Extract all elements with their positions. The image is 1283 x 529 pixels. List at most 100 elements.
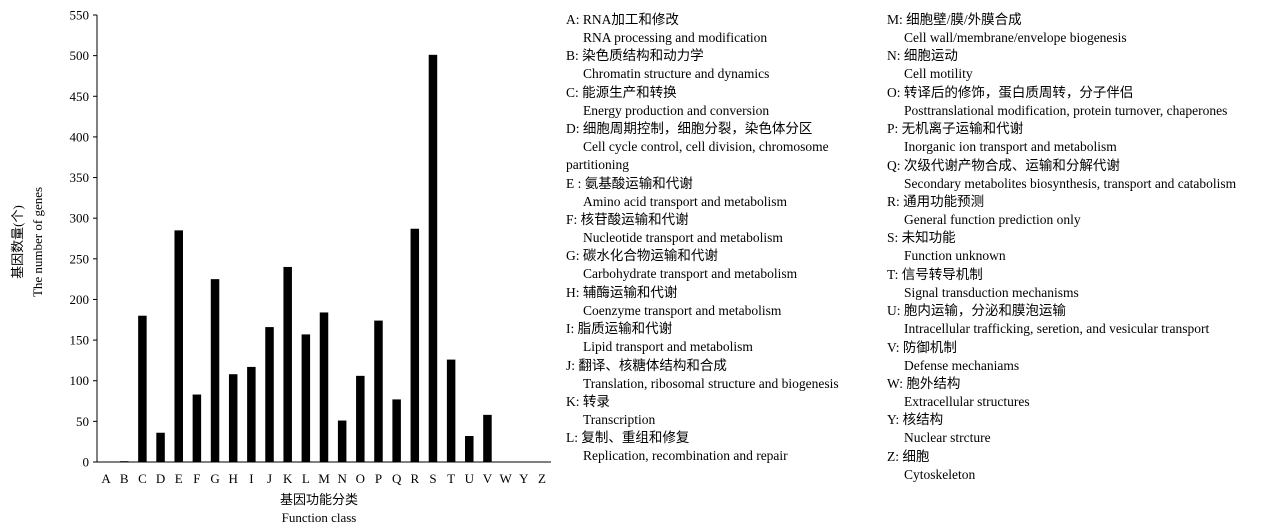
x-tick-label: V	[483, 471, 493, 486]
y-tick-label: 100	[70, 373, 90, 388]
legend-label-cn: F: 核苷酸运输和代谢	[566, 211, 689, 227]
legend-label-cn: Y: 核结构	[887, 412, 944, 428]
y-tick-label: 550	[70, 8, 90, 23]
x-tick-label: J	[267, 471, 272, 486]
legend-label-cn: D: 细胞周期控制，细胞分裂，染色体分区	[566, 121, 813, 137]
legend-label-cn: L: 复制、重组和修复	[566, 430, 690, 446]
y-axis-label-cn: 基因数量(个)	[10, 205, 25, 279]
bar-V	[483, 414, 492, 462]
legend-label-cn: P: 无机离子运输和代谢	[887, 121, 1024, 137]
bar-M	[319, 312, 329, 462]
legend-label-en: Nucleotide transport and metabolism	[583, 229, 783, 245]
y-tick-label: 50	[76, 414, 89, 429]
legend-entry: M: 细胞壁/膜/外膜合成 Cell wall/membrane/envelope…	[887, 11, 1255, 47]
y-tick-label: 300	[70, 211, 90, 226]
legend-entry: O: 转译后的修饰，蛋白质周转，分子伴侣 Posttranslational mo…	[887, 84, 1255, 120]
legend-entry: R: 通用功能预测 General function prediction onl…	[887, 193, 1255, 229]
legend-label-en: Energy production and conversion	[583, 102, 770, 118]
legend-entry: Q: 次级代谢产物合成、运输和分解代谢 Secondary metabolites…	[887, 157, 1255, 193]
legend-label-cn: A: RNA加工和修改	[566, 12, 679, 27]
x-tick-label: N	[337, 471, 347, 486]
legend-entry: W: 胞外结构 Extracellular structures	[887, 375, 1255, 411]
legend-label-cn: C: 能源生产和转换	[566, 84, 677, 100]
legend-label-en: Carbohydrate transport and metabolism	[583, 266, 798, 282]
legend-label-cn: S: 未知功能	[887, 230, 956, 246]
x-tick-label: G	[210, 471, 219, 486]
legend-label-cn: K: 转录	[566, 393, 610, 409]
y-axis-ticks: 0 50 100 150 200 250 300 350 400 450 500 550	[70, 8, 97, 470]
bar-C	[138, 315, 147, 462]
legend-label-cn: U: 胞内运输，分泌和膜泡运输	[887, 303, 1066, 319]
legend-label-en: Intracellular trafficking, seretion, and…	[904, 321, 1210, 337]
bar-Q	[392, 399, 401, 462]
x-tick-label: C	[138, 471, 147, 486]
bar-E	[174, 230, 183, 462]
x-tick-label: F	[193, 471, 200, 486]
legend-label-cn: Q: 次级代谢产物合成、运输和分解代谢	[887, 157, 1120, 173]
legend-label-en: Lipid transport and metabolism	[583, 339, 753, 355]
legend-label-cn: B: 染色质结构和动力学	[566, 48, 704, 64]
x-tick-label: Z	[538, 471, 546, 486]
legend-label-en: General function prediction only	[904, 211, 1081, 227]
legend-entry: T: 信号转导机制 Signal transduction mechanisms	[887, 266, 1255, 302]
legend-label-en: Function unknown	[904, 248, 1006, 264]
legend-label-en: Cell wall/membrane/envelope biogenesis	[904, 30, 1127, 45]
legend-label-en: Replication, recombination and repair	[583, 448, 788, 464]
bar-T	[446, 359, 456, 462]
x-tick-label: M	[318, 471, 330, 486]
legend-label-en: Amino acid transport and metabolism	[583, 193, 787, 209]
legend-label-cn: R: 通用功能预测	[887, 193, 985, 209]
legend-entry: P: 无机离子运输和代谢 Inorganic ion transport and …	[887, 120, 1255, 156]
y-tick-label: 500	[70, 48, 90, 63]
legend-label-en: Signal transduction mechanisms	[904, 284, 1079, 300]
legend-label-cn: M: 细胞壁/膜/外膜合成	[887, 12, 1022, 27]
x-tick-label: S	[429, 471, 436, 486]
bar-K	[283, 266, 292, 462]
x-tick-label: U	[465, 471, 475, 486]
x-tick-label: H	[229, 471, 238, 486]
legend-label-cn: V: 防御机制	[887, 339, 957, 355]
y-tick-label: 0	[83, 455, 90, 470]
x-tick-label: B	[120, 471, 129, 486]
bar-S	[428, 54, 438, 462]
legend-label-en: Coenzyme transport and metabolism	[583, 302, 782, 318]
bar-I	[247, 366, 256, 462]
x-tick-label: K	[283, 471, 293, 486]
y-tick-label: 200	[70, 292, 90, 307]
y-tick-label: 150	[70, 333, 90, 348]
legend-label-en: Nuclear strcture	[904, 430, 991, 446]
legend-label-cn: E : 氨基酸运输和代谢	[566, 175, 693, 191]
bar-U	[465, 435, 474, 462]
x-tick-label: O	[356, 471, 365, 486]
legend-label-en: Defense mechaniams	[904, 357, 1020, 373]
legend-label-cn: N: 细胞运动	[887, 48, 958, 64]
x-tick-label: W	[499, 471, 512, 486]
legend-label-cn: W: 胞外结构	[887, 375, 961, 391]
bar-P	[374, 320, 383, 462]
x-tick-label: T	[447, 471, 455, 486]
bar-L	[301, 334, 311, 462]
x-tick-label: Q	[392, 471, 402, 486]
bars	[119, 54, 492, 462]
x-tick-label: D	[156, 471, 165, 486]
bar-R	[410, 228, 420, 462]
legend-label-en: Posttranslational modification, protein …	[904, 102, 1228, 118]
x-axis-label-cn: 基因功能分类	[280, 492, 358, 507]
legend-entry: S: 未知功能 Function unknown	[887, 229, 1255, 265]
x-tick-label: E	[175, 471, 183, 486]
legend-label-en: Inorganic ion transport and metabolism	[904, 139, 1117, 155]
bar-F	[192, 394, 202, 462]
legend-label-en: Cell motility	[904, 66, 973, 82]
legend-entry: U: 胞内运输，分泌和膜泡运输 Intracellular trafficking…	[887, 302, 1255, 338]
legend-label-en: Transcription	[583, 411, 656, 427]
legend-label-cn: J: 翻译、核糖体结构和合成	[566, 357, 727, 373]
legend-label-en: Cytoskeleton	[904, 466, 976, 482]
bar-O	[356, 375, 365, 462]
bar-H	[228, 374, 238, 462]
legend-label-en: Secondary metabolites biosynthesis, tran…	[904, 175, 1237, 191]
legend-label-cn: Z: 细胞	[887, 448, 930, 464]
legend-entry: Z: 细胞 Cytoskeleton	[887, 448, 1255, 484]
x-tick-label: Y	[519, 471, 529, 486]
legend-entry: N: 细胞运动 Cell motility	[887, 47, 1255, 83]
